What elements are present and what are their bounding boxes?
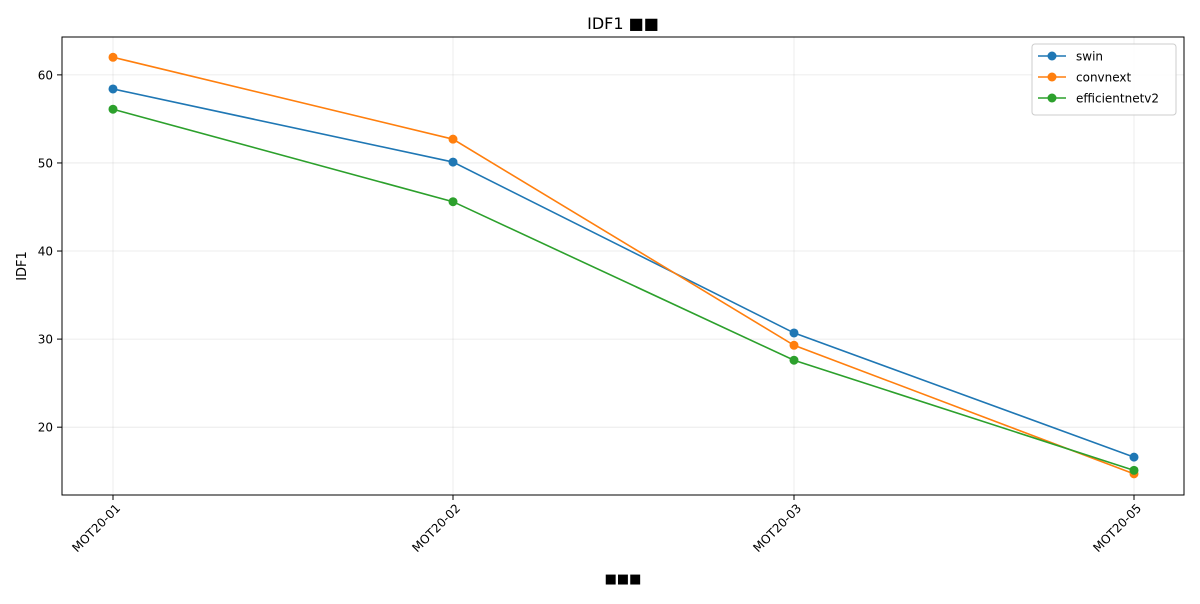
- y-tick-label: 50: [38, 156, 53, 170]
- series-line-convnext: [112, 56, 1135, 475]
- data-point-convnext: [789, 340, 799, 350]
- data-point-swin: [108, 84, 118, 94]
- data-point-swin: [789, 328, 799, 338]
- data-point-efficientnetv2: [108, 104, 118, 114]
- legend-box: [1031, 43, 1177, 116]
- legend-label-swin: swin: [1076, 50, 1103, 64]
- plot-frame: [61, 36, 1185, 496]
- y-tick-label: 20: [38, 421, 53, 435]
- chart-title: IDF1 ■■: [587, 14, 659, 33]
- grid: [62, 37, 1184, 495]
- series-line-swin: [112, 88, 1135, 458]
- data-point-swin: [448, 157, 458, 167]
- legend-swatch-marker: [1047, 93, 1057, 103]
- y-tick-label: 60: [38, 68, 53, 82]
- data-point-efficientnetv2: [448, 197, 458, 207]
- y-axis-label: IDF1: [15, 251, 30, 281]
- y-tick-label: 40: [38, 245, 53, 259]
- x-axis-label: ■■■: [605, 572, 642, 587]
- data-point-swin: [1129, 452, 1139, 462]
- legend-swatch-marker: [1047, 72, 1057, 82]
- legend-label-convnext: convnext: [1076, 71, 1132, 85]
- data-point-efficientnetv2: [789, 355, 799, 365]
- data-point-efficientnetv2: [1129, 465, 1139, 475]
- legend: swin convnext efficientnetv2: [1031, 43, 1177, 116]
- legend-swatch-marker: [1047, 51, 1057, 61]
- series-line-efficientnetv2: [112, 108, 1135, 472]
- y-tick-label: 30: [38, 333, 53, 347]
- legend-label-efficientnetv2: efficientnetv2: [1076, 92, 1159, 106]
- series-layer: [108, 52, 1139, 479]
- data-point-convnext: [448, 134, 458, 144]
- data-point-convnext: [108, 52, 118, 62]
